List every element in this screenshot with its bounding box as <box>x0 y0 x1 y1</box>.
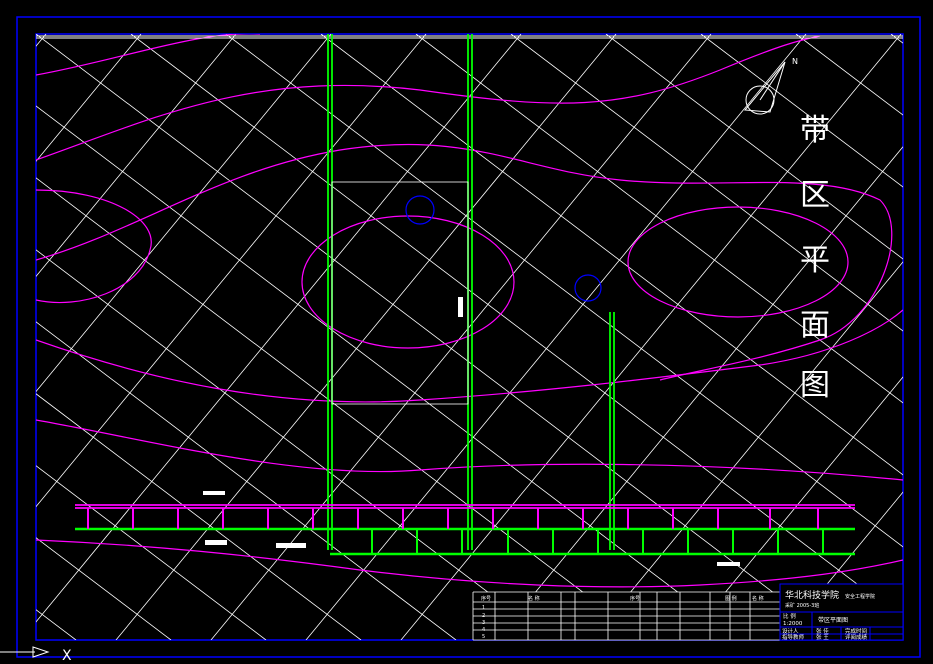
contour-lines <box>36 34 903 588</box>
advisor-label: 指导教师 <box>782 633 805 641</box>
grid-line <box>130 34 903 620</box>
grid-line <box>36 34 837 640</box>
svg-text:3: 3 <box>482 620 485 626</box>
contour-line <box>36 189 152 304</box>
grid-line <box>36 609 77 640</box>
class-name: 采矿 2005-3班 <box>785 602 819 609</box>
outer-frame <box>16 16 921 658</box>
grid-line <box>36 34 427 508</box>
inner-frame <box>35 33 904 641</box>
grid-line <box>305 34 807 640</box>
grid-line <box>36 34 522 623</box>
title-char: 平 <box>800 243 830 278</box>
advisor: 张 王 <box>816 633 829 641</box>
svg-text:名 称: 名 称 <box>752 595 764 602</box>
grid-line <box>36 321 457 640</box>
grid-line <box>510 34 903 332</box>
grid-line <box>36 34 47 47</box>
school-name: 华北科技学院 <box>785 589 839 601</box>
grid-line <box>36 465 267 640</box>
ucs-x-label: X <box>62 648 72 664</box>
contour-line <box>627 206 849 318</box>
grid-line <box>700 34 903 188</box>
grid-line <box>36 34 332 393</box>
grid-line <box>780 491 903 640</box>
boundary-rail <box>36 35 903 39</box>
grid-line <box>36 105 742 640</box>
title-char: 面 <box>800 308 830 343</box>
working-face-outline <box>331 181 469 405</box>
title-char: 图 <box>800 368 830 403</box>
contour-line <box>36 419 903 481</box>
grid-line <box>36 177 647 640</box>
grid-line <box>36 537 172 640</box>
crosscuts <box>87 508 824 554</box>
contour-line <box>301 215 515 349</box>
return-airway <box>75 504 855 509</box>
contour-line <box>36 309 903 403</box>
legend-row-numbers: 1 2 3 4 5 <box>482 605 485 640</box>
north-label: N <box>792 57 798 66</box>
grid-line <box>890 34 903 44</box>
grade-label: 评阅成绩 <box>845 633 868 641</box>
contour-line <box>36 143 893 381</box>
svg-text:序号: 序号 <box>630 595 640 602</box>
contour-line <box>36 34 260 76</box>
marker-block <box>458 297 463 317</box>
grid-line <box>400 34 902 640</box>
grid-line <box>115 34 617 640</box>
drawing-title: 带 区 平 面 图 <box>800 113 830 403</box>
grid-line <box>225 34 903 548</box>
grid-line <box>36 34 142 162</box>
grid-line <box>495 146 903 640</box>
title-char: 区 <box>800 178 830 213</box>
grid-line <box>210 34 712 640</box>
grid-line <box>875 606 903 640</box>
designer: 张 佳 <box>816 627 829 635</box>
grid-line <box>320 34 903 476</box>
grid-line <box>36 34 237 278</box>
roadways <box>75 34 855 556</box>
svg-text:5: 5 <box>482 634 485 640</box>
svg-text:序号: 序号 <box>481 595 491 602</box>
svg-text:名 称: 名 称 <box>528 595 540 602</box>
coordinate-grid <box>36 34 903 640</box>
ucs-icon <box>0 646 50 658</box>
title-char: 带 <box>800 113 830 148</box>
legend-table <box>472 591 781 641</box>
designer-label: 设计人 <box>782 627 799 635</box>
grid-line <box>685 376 903 640</box>
grid-line <box>590 261 903 640</box>
scale-label: 比 例 <box>783 612 796 620</box>
grid-line <box>415 34 903 404</box>
svg-text:1: 1 <box>482 605 485 611</box>
department-name: 安全工程学院 <box>845 593 875 600</box>
svg-text:图 例: 图 例 <box>725 595 737 602</box>
grid-line <box>36 393 362 640</box>
svg-text:4: 4 <box>482 627 485 633</box>
north-arrow-icon <box>743 61 786 115</box>
contour-line <box>36 35 821 161</box>
drawing-name: 带区平面图 <box>818 616 848 624</box>
scale-value: 1:2000 <box>783 621 803 627</box>
equipment-symbols <box>405 195 602 302</box>
svg-text:2: 2 <box>482 613 485 619</box>
legend-headers: 序号 名 称 序号 图 例 名 称 <box>481 595 764 602</box>
label-blocks <box>203 491 740 566</box>
finish-time-label: 完成时间 <box>845 627 867 635</box>
grid-line <box>605 34 903 260</box>
contour-line <box>36 539 903 588</box>
